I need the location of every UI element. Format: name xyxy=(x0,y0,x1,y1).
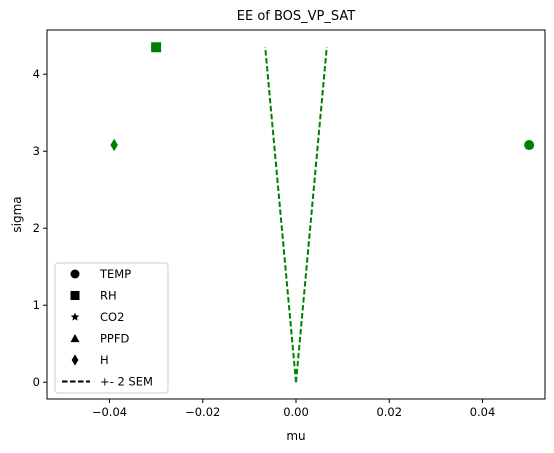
x-axis: −0.04 −0.02 0.00 0.02 0.04 xyxy=(92,399,495,419)
sem-lines xyxy=(264,47,328,383)
legend-label: H xyxy=(100,353,109,367)
data-points xyxy=(110,42,535,152)
y-axis-label: sigma xyxy=(10,196,24,232)
point-h xyxy=(110,138,118,152)
y-tick-label: 2 xyxy=(33,221,40,235)
sem-line xyxy=(264,47,297,383)
y-tick-label: 0 xyxy=(33,375,40,389)
chart-title: EE of BOS_VP_SAT xyxy=(237,9,356,24)
x-tick-label: −0.02 xyxy=(185,405,220,419)
legend-label: PPFD xyxy=(100,332,129,346)
legend-marker-rh xyxy=(70,291,80,300)
y-axis: 0 1 2 3 4 xyxy=(33,67,47,389)
y-tick-label: 3 xyxy=(33,144,40,158)
legend-marker-h xyxy=(71,354,79,366)
legend-marker-temp xyxy=(70,269,80,279)
y-tick-label: 4 xyxy=(33,67,40,81)
y-tick-label: 1 xyxy=(33,298,40,312)
point-rh xyxy=(151,42,162,53)
x-tick-label: 0.00 xyxy=(283,405,309,419)
x-tick-label: 0.02 xyxy=(376,405,402,419)
x-tick-label: 0.04 xyxy=(470,405,496,419)
x-axis-label: mu xyxy=(286,429,305,443)
legend-marker-co2 xyxy=(70,312,80,321)
legend-label: RH xyxy=(100,289,117,303)
legend-marker-ppfd xyxy=(70,334,80,343)
legend: TEMP RH CO2 PPFD H +- 2 SEM xyxy=(54,262,169,394)
legend-label: CO2 xyxy=(100,310,124,324)
x-tick-label: −0.04 xyxy=(92,405,127,419)
legend-label: TEMP xyxy=(99,267,131,281)
point-temp xyxy=(524,140,535,151)
sem-line xyxy=(295,47,328,383)
legend-label: +- 2 SEM xyxy=(100,375,153,389)
legend-frame xyxy=(54,262,169,394)
